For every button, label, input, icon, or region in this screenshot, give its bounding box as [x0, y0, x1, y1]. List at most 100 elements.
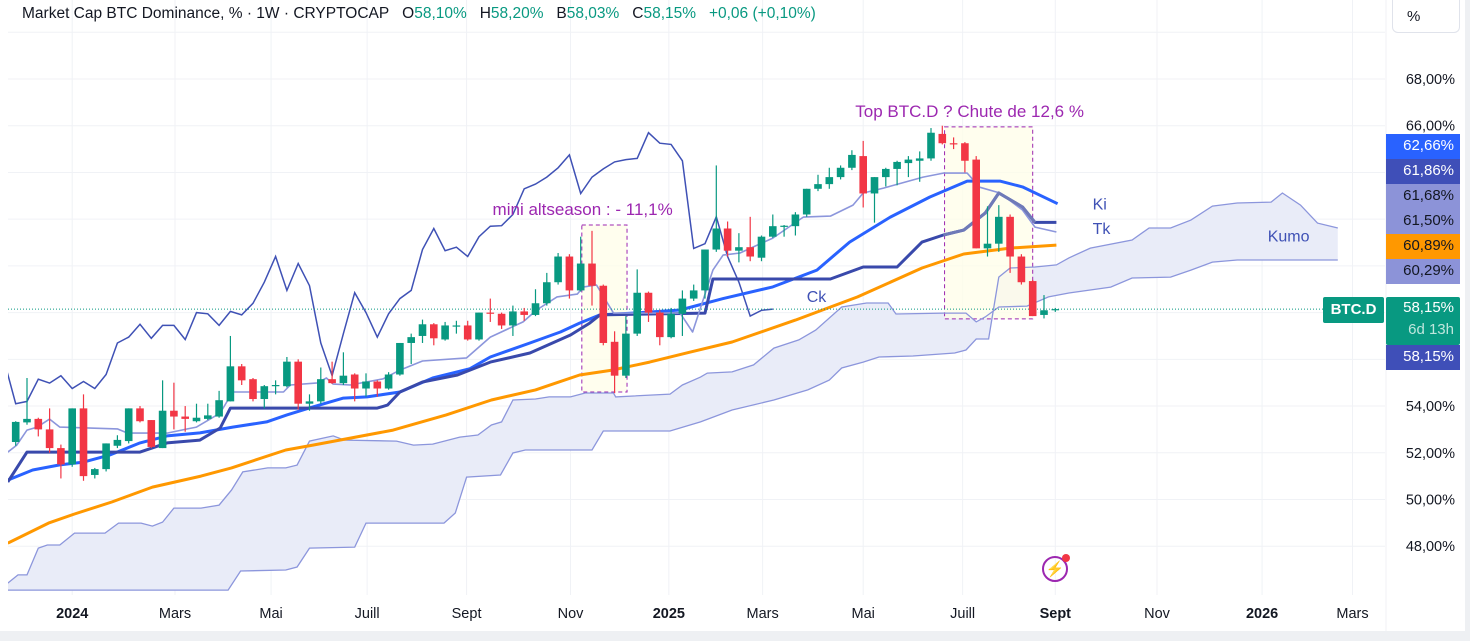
candle[interactable]: [249, 378, 257, 402]
candle[interactable]: [723, 221, 732, 257]
candle[interactable]: [57, 444, 65, 479]
candle[interactable]: [204, 403, 212, 421]
candle[interactable]: [452, 320, 461, 334]
candle[interactable]: [622, 316, 630, 379]
candle[interactable]: [475, 312, 483, 341]
candle[interactable]: [226, 335, 235, 402]
candle[interactable]: [780, 225, 788, 237]
candle[interactable]: [667, 307, 675, 339]
candle[interactable]: [79, 394, 88, 481]
candle[interactable]: [362, 373, 370, 397]
candle[interactable]: [271, 380, 280, 395]
candle[interactable]: [610, 331, 619, 394]
candle[interactable]: [644, 291, 653, 322]
candle[interactable]: [328, 361, 336, 384]
candle[interactable]: [136, 406, 144, 423]
candle[interactable]: [237, 363, 246, 386]
candle[interactable]: [45, 408, 54, 453]
candle[interactable]: [870, 177, 879, 223]
candle[interactable]: [701, 249, 709, 299]
candle[interactable]: [441, 321, 449, 341]
candle[interactable]: [927, 128, 935, 161]
candle-body: [350, 374, 359, 389]
candle[interactable]: [102, 443, 110, 472]
candle[interactable]: [576, 236, 585, 292]
candle[interactable]: [802, 188, 811, 217]
candle[interactable]: [430, 323, 438, 346]
candle[interactable]: [91, 467, 99, 479]
candle[interactable]: [147, 420, 156, 449]
candle[interactable]: [972, 156, 980, 249]
candle[interactable]: [1051, 307, 1060, 312]
candle[interactable]: [836, 165, 845, 180]
candle[interactable]: [893, 160, 901, 186]
candle[interactable]: [170, 382, 178, 430]
candle[interactable]: [384, 372, 393, 390]
candle[interactable]: [543, 272, 551, 306]
candle[interactable]: [769, 214, 777, 238]
candle[interactable]: [294, 359, 302, 410]
candle[interactable]: [938, 125, 947, 145]
candle[interactable]: [757, 235, 766, 262]
candle[interactable]: [463, 320, 472, 341]
candle[interactable]: [509, 305, 517, 336]
candle[interactable]: [497, 312, 506, 329]
candle[interactable]: [949, 137, 958, 150]
candle[interactable]: [554, 253, 562, 285]
candle[interactable]: [565, 254, 574, 299]
candle[interactable]: [181, 406, 189, 432]
candle[interactable]: [882, 167, 890, 187]
candle[interactable]: [735, 233, 743, 263]
candle[interactable]: [486, 298, 495, 322]
annotation-box-2[interactable]: [944, 126, 1034, 320]
candle[interactable]: [712, 165, 721, 252]
candle[interactable]: [68, 408, 76, 467]
candle[interactable]: [859, 140, 867, 208]
candle[interactable]: [317, 367, 325, 404]
candle[interactable]: [520, 307, 528, 321]
candle[interactable]: [260, 385, 269, 409]
candle[interactable]: [678, 290, 687, 336]
candle[interactable]: [124, 408, 133, 444]
candle[interactable]: [373, 380, 382, 397]
candle[interactable]: [995, 205, 1003, 252]
candle[interactable]: [825, 167, 834, 189]
candle[interactable]: [1028, 279, 1037, 317]
candle[interactable]: [814, 174, 822, 192]
lightning-icon[interactable]: ⚡: [1042, 554, 1070, 582]
candle[interactable]: [531, 289, 540, 317]
candle[interactable]: [1006, 214, 1014, 273]
candle[interactable]: [396, 342, 404, 376]
candle[interactable]: [915, 151, 924, 182]
candle[interactable]: [339, 352, 348, 386]
candle[interactable]: [192, 403, 201, 423]
candle[interactable]: [588, 230, 596, 306]
candle[interactable]: [158, 380, 167, 449]
candle[interactable]: [656, 310, 664, 346]
candle[interactable]: [305, 394, 314, 411]
candle[interactable]: [904, 156, 913, 178]
candle[interactable]: [11, 421, 20, 446]
candle[interactable]: [1017, 254, 1026, 285]
candle[interactable]: [983, 206, 992, 257]
candle-body: [294, 361, 302, 404]
candle[interactable]: [961, 142, 969, 173]
candle[interactable]: [418, 319, 427, 343]
candle[interactable]: [848, 150, 856, 171]
candle[interactable]: [633, 269, 641, 336]
candle[interactable]: [407, 333, 415, 364]
candle[interactable]: [791, 212, 800, 236]
candle[interactable]: [34, 417, 43, 437]
y-axis-label: 54,00%: [1406, 399, 1455, 415]
candle[interactable]: [1040, 295, 1048, 319]
candle[interactable]: [215, 390, 223, 418]
candle[interactable]: [689, 284, 698, 301]
candle[interactable]: [23, 378, 31, 425]
candle[interactable]: [599, 284, 608, 346]
candle[interactable]: [283, 356, 291, 388]
candle[interactable]: [350, 373, 359, 402]
percent-scale-button[interactable]: %: [1392, 0, 1460, 33]
candle[interactable]: [746, 216, 754, 262]
candle[interactable]: [113, 435, 122, 449]
